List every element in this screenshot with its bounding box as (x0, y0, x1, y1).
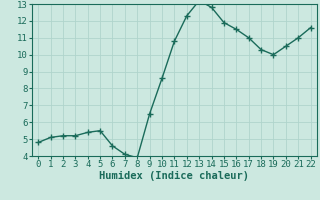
X-axis label: Humidex (Indice chaleur): Humidex (Indice chaleur) (100, 171, 249, 181)
